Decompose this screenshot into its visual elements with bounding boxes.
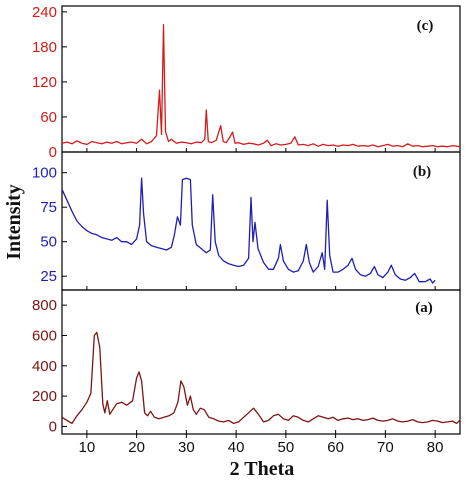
panel-b: 25 50 75 100: [32, 165, 436, 290]
y-tick-label-c: 240: [32, 4, 57, 21]
x-axis: 10 20 30 40 50 60 70 80: [79, 434, 444, 456]
series-line-b: [61, 177, 436, 284]
x-tick-label: 30: [178, 439, 195, 456]
series-line-a: [61, 331, 461, 425]
y-tick-label-a: 0: [49, 418, 57, 435]
y-tick-label-b: 25: [40, 268, 57, 285]
x-axis-title: 2 Theta: [230, 458, 295, 480]
y-tick-label-c: 60: [40, 109, 57, 126]
y-tick-label-c: 0: [49, 144, 57, 161]
x-tick-label: 40: [228, 439, 245, 456]
x-tick-label: 20: [128, 439, 145, 456]
panel-label-c: (c): [417, 18, 434, 34]
y-tick-label-c: 180: [32, 39, 57, 56]
series-line-c: [61, 24, 461, 148]
panel-a-frame: [61, 289, 461, 435]
y-tick-label-c: 120: [32, 74, 57, 91]
y-tick-label-a: 400: [32, 358, 57, 375]
y-tick-label-a: 800: [32, 297, 57, 314]
y-tick-label-b: 50: [40, 234, 57, 251]
y-tick-label-a: 600: [32, 327, 57, 344]
y-axis-title: Intensity: [3, 184, 25, 260]
x-tick-label: 70: [377, 439, 394, 456]
panel-label-b: (b): [413, 164, 431, 180]
x-tick-label: 60: [327, 439, 344, 456]
panel-c: 0 60 120 180 240: [32, 4, 461, 161]
panel-b-frame: [61, 151, 461, 291]
x-tick-label: 50: [278, 439, 295, 456]
y-tick-label-a: 200: [32, 388, 57, 405]
x-tick-label: 80: [427, 439, 444, 456]
y-tick-label-b: 75: [40, 199, 57, 216]
panel-a: 0 200 400 600 800: [32, 297, 461, 435]
panel-c-frame: [61, 5, 461, 153]
y-tick-label-b: 100: [32, 165, 57, 182]
panel-label-a: (a): [415, 300, 433, 316]
x-tick-label: 10: [79, 439, 96, 456]
